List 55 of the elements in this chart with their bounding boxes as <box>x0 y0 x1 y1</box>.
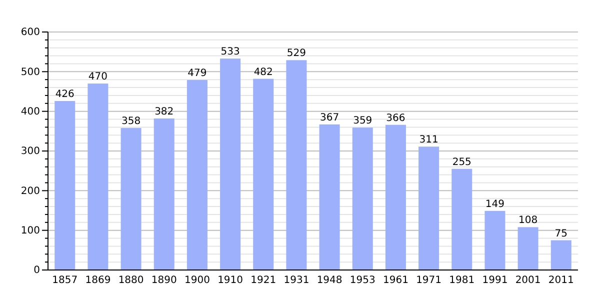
x-tick-label: 1931 <box>284 275 310 286</box>
data-label: 149 <box>485 198 505 210</box>
x-tick-label: 1900 <box>184 275 210 286</box>
x-tick-label: 2001 <box>515 275 541 286</box>
x-tick-label: 2011 <box>548 275 574 286</box>
y-tick-label: 400 <box>20 106 40 118</box>
bar <box>186 80 208 270</box>
bar <box>220 58 241 270</box>
y-tick-label: 600 <box>20 27 40 38</box>
x-tick-label: 1991 <box>482 275 508 286</box>
bar <box>452 168 472 270</box>
bar <box>385 124 406 270</box>
bar <box>550 240 572 270</box>
data-label: 533 <box>220 46 240 58</box>
bar <box>253 78 274 270</box>
bar <box>352 128 373 270</box>
x-tick-label: 1948 <box>316 275 342 286</box>
x-tick-label: 1880 <box>118 275 144 286</box>
data-label: 470 <box>88 72 108 83</box>
data-label: 359 <box>353 116 372 127</box>
x-tick-label: 1921 <box>250 275 276 286</box>
bar <box>120 128 142 270</box>
bar <box>154 118 174 270</box>
bar <box>418 146 440 270</box>
bar <box>484 210 506 270</box>
data-label: 426 <box>55 89 74 100</box>
bar <box>518 227 538 270</box>
data-label: 366 <box>386 112 406 124</box>
data-label: 529 <box>286 48 306 60</box>
data-label: 108 <box>518 215 538 226</box>
y-tick-label: 0 <box>34 265 40 276</box>
data-label: 75 <box>554 228 568 240</box>
data-label: 479 <box>188 68 207 79</box>
y-tick-label: 100 <box>20 226 40 237</box>
data-label: 482 <box>254 66 273 78</box>
data-label: 311 <box>419 134 438 146</box>
x-tick-label: 1971 <box>416 275 442 286</box>
x-tick-label: 1857 <box>52 275 78 286</box>
bar <box>88 84 108 270</box>
x-tick-label: 1910 <box>218 275 244 286</box>
y-tick-label: 200 <box>20 186 40 197</box>
y-tick-label: 500 <box>20 66 40 78</box>
bar <box>286 60 307 270</box>
data-label: 382 <box>154 106 174 118</box>
x-tick-label: 1961 <box>382 275 408 286</box>
bar <box>319 124 340 270</box>
x-tick-label: 1953 <box>350 275 376 286</box>
data-label: 255 <box>452 156 472 168</box>
x-tick-label: 1869 <box>85 275 111 286</box>
data-label: 367 <box>320 112 340 124</box>
y-tick-label: 300 <box>20 146 40 158</box>
x-tick-label: 1890 <box>151 275 177 286</box>
x-tick-label: 1981 <box>449 275 475 286</box>
bar <box>54 101 76 270</box>
data-label: 358 <box>121 116 141 127</box>
